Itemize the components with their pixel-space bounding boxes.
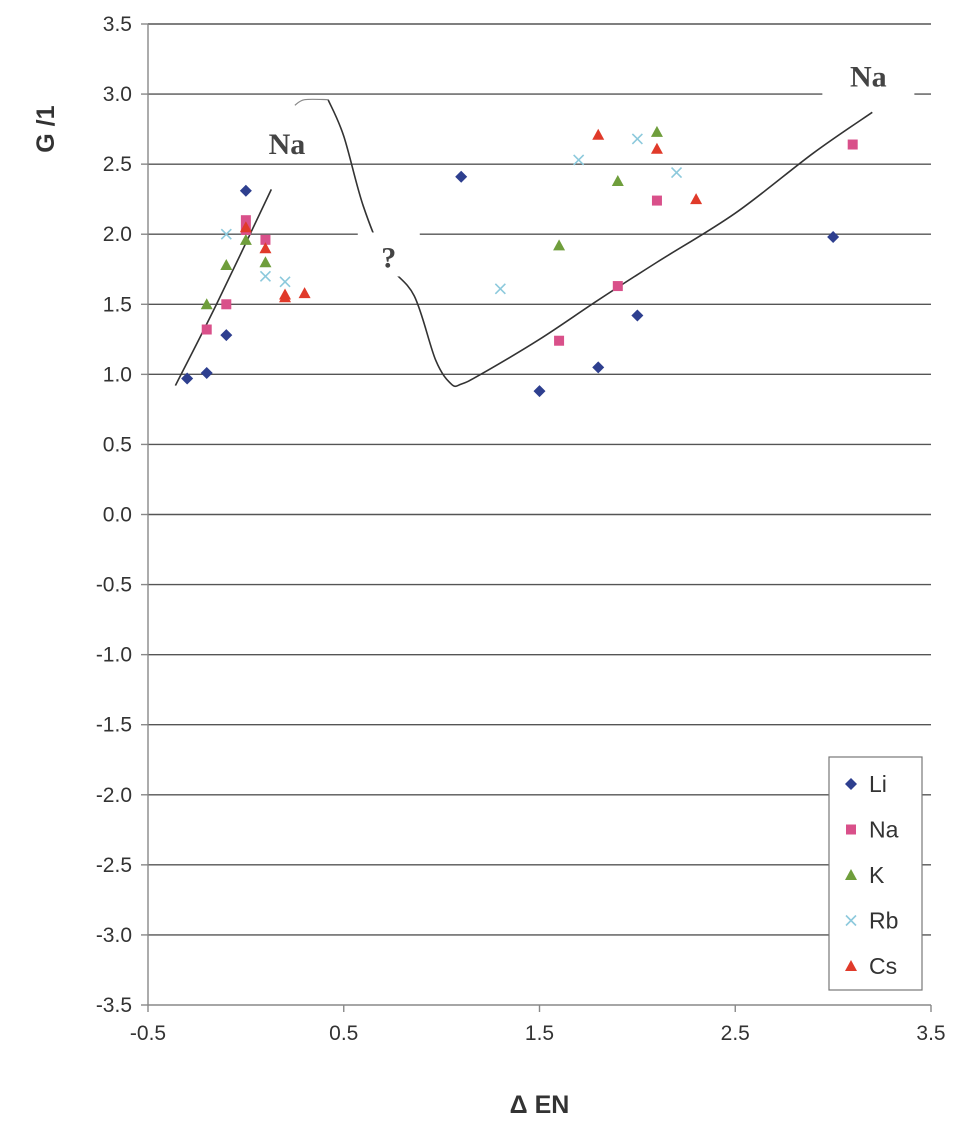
- y-tick-label: 1.0: [103, 363, 132, 386]
- y-tick-label: -1.5: [96, 714, 132, 737]
- x-axis-title: Δ EN: [510, 1091, 570, 1119]
- point-rb: [573, 154, 585, 166]
- point-cs: [259, 242, 272, 254]
- point-li: [533, 385, 546, 398]
- axes: 3.5 3.0 2.5 2.0 1.5 1.0 0.5 0.0 -0.5 -1.0 -1.5 -2.0…: [96, 13, 946, 1045]
- x-tick-label: 2.5: [721, 1022, 750, 1045]
- x-tick-label: 3.5: [916, 1022, 945, 1045]
- point-na: [260, 234, 271, 245]
- annotation-label: Na: [850, 61, 887, 94]
- annotation-curves: [174, 98, 873, 388]
- point-rb: [670, 166, 683, 179]
- point-na: [847, 139, 858, 150]
- point-na: [240, 215, 251, 226]
- point-cs: [298, 287, 311, 299]
- annotation-background: [822, 51, 915, 96]
- point-k: [259, 256, 272, 268]
- legend-label-li: Li: [869, 771, 887, 797]
- legend-label-na: Na: [869, 817, 899, 843]
- annotation-curve: [327, 99, 873, 388]
- legend: Li Na K Rb Cs: [828, 756, 923, 991]
- point-li: [220, 329, 233, 342]
- y-tick-label: -2.0: [96, 784, 132, 807]
- legend-marker-cs: [845, 960, 857, 971]
- point-rb: [631, 133, 643, 145]
- legend-label-rb: Rb: [869, 908, 898, 934]
- legend-label-k: K: [869, 862, 885, 888]
- y-tick-label: -1.0: [96, 644, 132, 667]
- annotations: Na? Na: [240, 51, 915, 277]
- x-tick-label: 0.5: [329, 1022, 358, 1045]
- y-tick-label: 2.5: [103, 153, 132, 176]
- y-tick-label: -2.5: [96, 854, 132, 877]
- y-tick-label: 0.5: [103, 433, 132, 456]
- point-li: [200, 366, 213, 379]
- point-na: [554, 335, 565, 346]
- y-tick-label: 2.0: [103, 223, 132, 246]
- point-k: [220, 259, 233, 271]
- annotation-background: [357, 232, 420, 277]
- annotation-label: ?: [381, 241, 396, 274]
- legend-label-cs: Cs: [869, 953, 897, 979]
- point-na: [221, 299, 232, 310]
- point-k: [611, 174, 624, 186]
- y-axis-title: G /1: [32, 105, 60, 152]
- point-rb: [220, 228, 232, 240]
- legend-box: [828, 756, 923, 991]
- point-li: [239, 184, 252, 197]
- point-li: [592, 361, 605, 374]
- annotation-curve: [174, 189, 273, 386]
- point-rb: [494, 283, 506, 295]
- point-cs: [690, 193, 703, 205]
- point-cs: [239, 221, 252, 233]
- point-rb: [279, 276, 291, 288]
- point-cs: [279, 291, 292, 303]
- point-na: [651, 195, 662, 206]
- y-tick-label: 3.5: [103, 13, 132, 36]
- legend-marker-k: [845, 869, 857, 880]
- y-tick-label: 3.0: [103, 83, 132, 106]
- point-k: [239, 233, 252, 245]
- point-li: [827, 231, 840, 244]
- y-tick-label: -3.5: [96, 994, 132, 1017]
- point-k: [553, 239, 566, 251]
- gridlines: [148, 23, 931, 936]
- annotation-label: Na: [269, 128, 306, 161]
- legend-marker-na: [846, 824, 856, 835]
- legend-marker-li: [845, 778, 857, 790]
- point-cs: [650, 142, 663, 154]
- point-k: [200, 298, 213, 310]
- point-li: [455, 170, 468, 183]
- y-tick-label: -3.0: [96, 924, 132, 947]
- x-tick-label: -0.5: [130, 1022, 166, 1045]
- y-tick-label: 1.5: [103, 293, 132, 316]
- y-tick-label: -0.5: [96, 574, 132, 597]
- point-cs: [592, 128, 605, 140]
- y-tick-label: 0.0: [103, 504, 132, 527]
- data-points: [181, 125, 858, 398]
- point-li: [631, 309, 644, 322]
- annotation-curve: [294, 98, 329, 106]
- point-k: [650, 125, 663, 137]
- x-tick-label: 1.5: [525, 1022, 554, 1045]
- point-li: [181, 372, 194, 385]
- point-na: [201, 324, 212, 335]
- point-na: [612, 281, 623, 292]
- annotation-background: [240, 118, 333, 163]
- legend-marker-rb: [845, 914, 857, 927]
- point-rb: [259, 270, 272, 282]
